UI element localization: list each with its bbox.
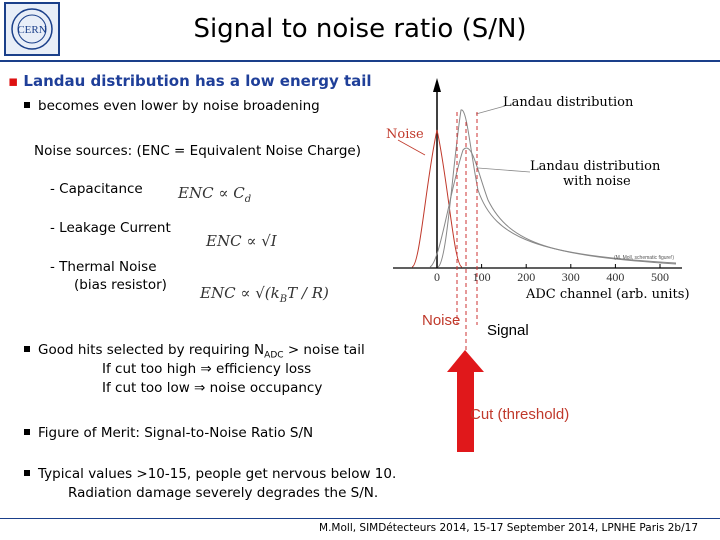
formula-capacitance-sub: d [244,194,252,205]
bullet-dot-icon: ▪ [8,72,19,90]
x-ticks: 0 100 200 300 400 500 [434,264,669,284]
sub-bullet: becomes even lower by noise broadening [24,98,320,114]
x-tick-label: 300 [562,270,580,284]
x-tick-label: 500 [651,270,669,284]
x-tick-label: 0 [434,270,440,284]
sub-bullet-text: becomes even lower by noise broadening [38,98,320,114]
main-bullet-text: Landau distribution has a low energy tai… [23,72,372,90]
source-thermal-label2: (bias resistor) [74,277,167,293]
page-number: 2b/17 [667,522,698,534]
square-bullet-icon [24,102,30,108]
formula-leakage: ENC ∝ √I [206,232,277,250]
square-bullet-icon [24,470,30,476]
cut-high-line: If cut too high ⇒ efficiency loss [102,361,311,377]
implies-arrow-icon: ⇒ [200,361,212,377]
cut-low-result: noise occupancy [209,380,323,396]
noise-marker-label: Noise [422,312,460,329]
implies-arrow-icon: ⇒ [194,380,206,396]
good-hits-sub: ADC [264,350,284,361]
cut-threshold-label: Cut (threshold) [470,406,569,423]
good-hits-suffix: > noise tail [283,342,365,358]
formula-thermal-main: ENC ∝ √(k [200,284,280,302]
source-leakage-label: - Leakage Current [50,220,171,236]
cut-high-result: efficiency loss [216,361,312,377]
slide-title: Signal to noise ratio (S/N) [193,14,527,44]
title-divider [0,60,720,62]
cern-logo: CERN [4,2,60,56]
noise-curve-label: Noise [386,127,424,142]
cut-low-line: If cut too low ⇒ noise occupancy [102,380,322,396]
x-axis-label: ADC channel (arb. units) [525,287,690,302]
figure-of-merit-text: Figure of Merit: Signal-to-Noise Ratio S… [38,425,314,441]
radiation-damage-text: Radiation damage severely degrades the S… [68,485,379,501]
formula-capacitance: ENC ∝ Cd [178,184,251,205]
cut-low-text: If cut too low [102,380,190,396]
x-tick-label: 100 [473,270,491,284]
cut-arrow-shaft [457,370,474,452]
square-bullet-icon [24,346,30,352]
source-thermal-label: - Thermal Noise [50,259,157,275]
good-hits-prefix: Good hits selected by requiring N [38,342,265,358]
good-hits-bullet: Good hits selected by requiring NADC > n… [24,342,365,361]
footer-divider [0,518,720,519]
x-tick-label: 200 [517,270,535,284]
noise-pointer [397,139,426,156]
noise-sources-text: Noise sources: (ENC = Equivalent Noise C… [34,143,361,159]
noise-curve [411,129,463,268]
formula-thermal: ENC ∝ √(kBT / R) [200,284,329,305]
cut-high-text: If cut too high [102,361,197,377]
formula-capacitance-main: ENC ∝ C [178,184,245,202]
typical-values-text: Typical values >10-15, people get nervou… [38,466,397,482]
schematic-note: (M. Moll, schematic figure!) [614,255,674,261]
signal-marker-label: Signal [487,322,529,339]
y-axis-arrow-icon [433,78,441,92]
typical-values-bullet: Typical values >10-15, people get nervou… [24,466,396,482]
main-bullet: ▪ Landau distribution has a low energy t… [8,72,372,90]
landau-with-noise-curve [429,147,677,268]
landau-noise-label-1: Landau distribution [530,159,661,174]
landau-label: Landau distribution [503,95,634,110]
x-tick-label: 400 [606,270,624,284]
logo-text: CERN [17,24,46,36]
formula-thermal-sub: B [279,294,288,305]
source-capacitance-label: - Capacitance [50,181,143,197]
landau-noise-label-2: with noise [563,174,631,189]
landau-pointer [475,105,506,115]
footer-text: M.Moll, SIMDétecteurs 2014, 15-17 Septem… [319,522,698,534]
figure-of-merit-bullet: Figure of Merit: Signal-to-Noise Ratio S… [24,425,313,441]
landau-curve [437,109,677,268]
footer-citation: M.Moll, SIMDétecteurs 2014, 15-17 Septem… [319,522,665,534]
square-bullet-icon [24,429,30,435]
formula-thermal-rest: T / R) [287,284,329,302]
landau-noise-pointer [477,167,531,173]
cut-arrow-icon [447,350,484,372]
